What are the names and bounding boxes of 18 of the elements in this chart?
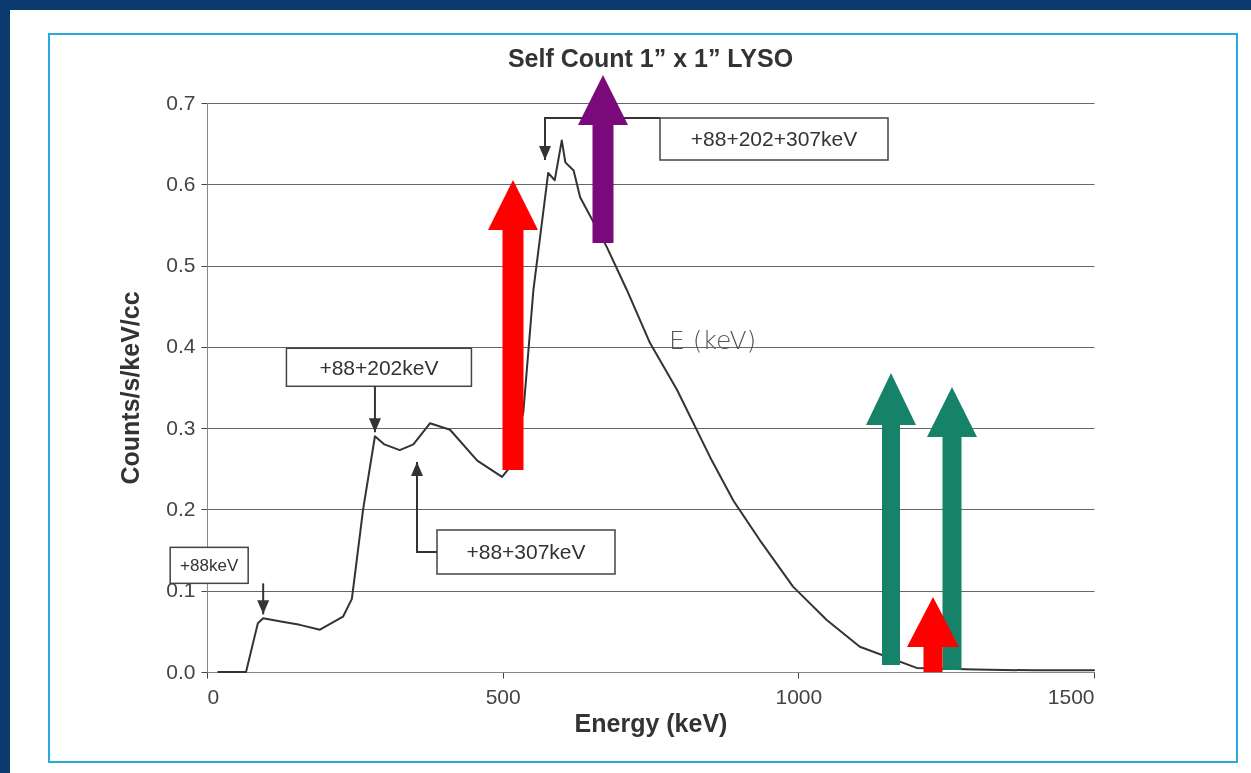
y-tick-label: 0.4 xyxy=(166,334,196,358)
y-tick-label: 0.2 xyxy=(166,496,196,520)
annotation: +88+307keV xyxy=(466,540,586,564)
x-tick-label: 0 xyxy=(207,684,220,708)
x-tick-label: 1000 xyxy=(775,684,823,708)
y-tick-label: 0.0 xyxy=(166,659,196,683)
annotation: +88+202keV xyxy=(319,355,439,379)
x-axis-title: Energy (keV) xyxy=(574,708,728,737)
annotation: +88+202+307keV xyxy=(690,127,858,151)
x-tick-label: 500 xyxy=(485,684,521,708)
y-axis-title: Counts/s/keV/cc xyxy=(116,291,145,485)
y-tick-label: 0.5 xyxy=(166,253,196,277)
y-tick-label: 0.3 xyxy=(166,415,196,439)
y-tick-label: 0.6 xyxy=(166,171,196,195)
annotation: +88keV xyxy=(180,556,239,576)
chart-title: Self Count 1” x 1” LYSO xyxy=(507,44,794,72)
y-tick-label: 0.7 xyxy=(166,90,196,114)
x-tick-label: 1500 xyxy=(1047,684,1095,708)
